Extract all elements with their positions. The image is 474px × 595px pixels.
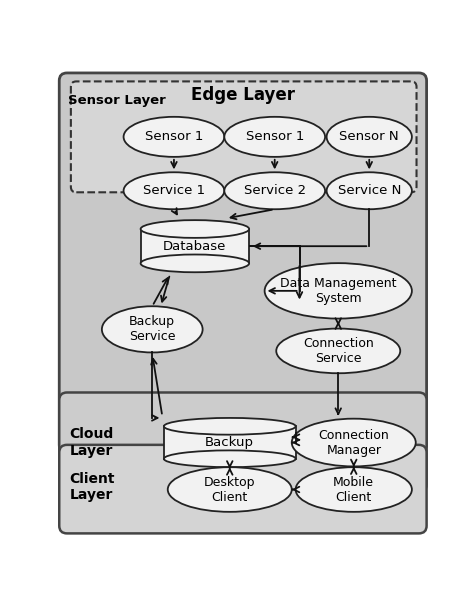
Ellipse shape — [168, 467, 292, 512]
Ellipse shape — [327, 117, 412, 157]
Ellipse shape — [141, 220, 249, 238]
Ellipse shape — [296, 467, 412, 512]
Ellipse shape — [102, 306, 202, 352]
Text: Connection
Manager: Connection Manager — [319, 428, 389, 456]
Text: Service N: Service N — [337, 184, 401, 198]
Ellipse shape — [276, 328, 400, 373]
Bar — [164, 426, 296, 459]
Text: Sensor 1: Sensor 1 — [145, 130, 203, 143]
Text: Backup: Backup — [205, 436, 254, 449]
Text: Desktop
Client: Desktop Client — [204, 475, 255, 503]
Ellipse shape — [224, 117, 325, 157]
Ellipse shape — [164, 418, 296, 435]
Text: Mobile
Client: Mobile Client — [333, 475, 374, 503]
Bar — [141, 229, 249, 264]
FancyBboxPatch shape — [59, 445, 427, 533]
Text: Service 2: Service 2 — [244, 184, 306, 198]
Text: Edge Layer: Edge Layer — [191, 86, 295, 104]
Ellipse shape — [292, 419, 416, 466]
Text: Client
Layer: Client Layer — [69, 472, 115, 502]
Text: Data Management
System: Data Management System — [280, 277, 396, 305]
Ellipse shape — [124, 173, 224, 209]
Ellipse shape — [224, 173, 325, 209]
FancyBboxPatch shape — [71, 82, 417, 192]
Text: Database: Database — [163, 240, 227, 253]
FancyBboxPatch shape — [59, 393, 427, 493]
Ellipse shape — [327, 173, 412, 209]
Ellipse shape — [141, 255, 249, 273]
Text: Backup
Service: Backup Service — [129, 315, 175, 343]
Text: Cloud
Layer: Cloud Layer — [70, 427, 114, 458]
FancyBboxPatch shape — [59, 73, 427, 453]
Text: Connection
Service: Connection Service — [303, 337, 374, 365]
Ellipse shape — [164, 450, 296, 467]
Ellipse shape — [264, 263, 412, 318]
Text: Sensor Layer: Sensor Layer — [69, 94, 166, 107]
Ellipse shape — [124, 117, 224, 157]
Text: Sensor 1: Sensor 1 — [246, 130, 304, 143]
Text: Sensor N: Sensor N — [339, 130, 399, 143]
Text: Service 1: Service 1 — [143, 184, 205, 198]
